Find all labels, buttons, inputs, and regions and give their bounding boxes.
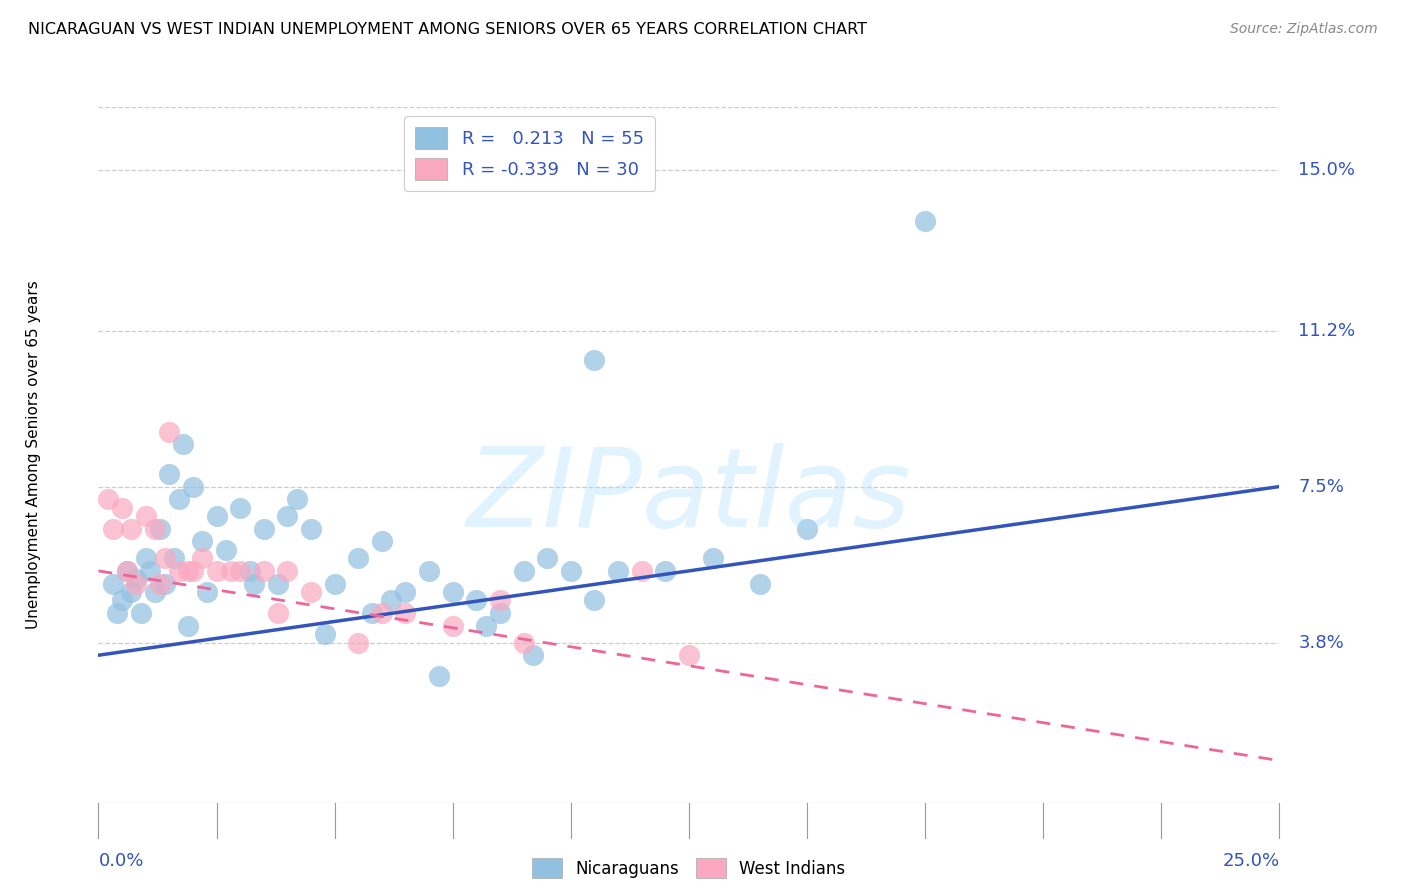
Point — [181, 564, 204, 578]
Text: 3.8%: 3.8% — [1298, 633, 1344, 651]
Text: 15.0%: 15.0% — [1298, 161, 1355, 179]
Point — [205, 564, 228, 578]
Point — [153, 551, 176, 566]
Point — [512, 635, 534, 649]
Point — [239, 564, 262, 578]
Point — [583, 593, 606, 607]
Point — [285, 492, 308, 507]
Point — [215, 542, 238, 557]
Point — [560, 564, 582, 578]
Point — [267, 606, 290, 620]
Point — [139, 564, 162, 578]
Point — [115, 564, 138, 578]
Point — [380, 593, 402, 607]
Point — [314, 627, 336, 641]
Point — [135, 509, 157, 524]
Point — [191, 534, 214, 549]
Point — [129, 606, 152, 620]
Point — [167, 492, 190, 507]
Point — [149, 576, 172, 591]
Point — [191, 551, 214, 566]
Point — [607, 564, 630, 578]
Point — [394, 585, 416, 599]
Point — [512, 564, 534, 578]
Point — [253, 522, 276, 536]
Point — [125, 572, 148, 586]
Point — [149, 522, 172, 536]
Point — [157, 467, 180, 481]
Point — [371, 606, 394, 620]
Point — [441, 618, 464, 632]
Text: Source: ZipAtlas.com: Source: ZipAtlas.com — [1230, 22, 1378, 37]
Point — [253, 564, 276, 578]
Point — [914, 214, 936, 228]
Point — [427, 669, 450, 683]
Point — [157, 425, 180, 439]
Point — [748, 576, 770, 591]
Point — [111, 593, 134, 607]
Point — [181, 479, 204, 493]
Point — [475, 618, 498, 632]
Point — [441, 585, 464, 599]
Legend: Nicaraguans, West Indians: Nicaraguans, West Indians — [526, 851, 852, 885]
Text: NICARAGUAN VS WEST INDIAN UNEMPLOYMENT AMONG SENIORS OVER 65 YEARS CORRELATION C: NICARAGUAN VS WEST INDIAN UNEMPLOYMENT A… — [28, 22, 868, 37]
Point — [229, 564, 252, 578]
Point — [143, 585, 166, 599]
Point — [489, 606, 512, 620]
Text: ZIPatlas: ZIPatlas — [467, 443, 911, 550]
Point — [195, 585, 218, 599]
Text: Unemployment Among Seniors over 65 years: Unemployment Among Seniors over 65 years — [25, 281, 41, 629]
Point — [267, 576, 290, 591]
Point — [177, 564, 200, 578]
Point — [361, 606, 384, 620]
Point — [125, 576, 148, 591]
Point — [536, 551, 558, 566]
Point — [276, 509, 298, 524]
Point — [177, 618, 200, 632]
Point — [394, 606, 416, 620]
Text: 0.0%: 0.0% — [98, 852, 143, 870]
Point — [205, 509, 228, 524]
Point — [153, 576, 176, 591]
Point — [583, 353, 606, 368]
Point — [105, 606, 128, 620]
Point — [299, 585, 322, 599]
Text: 7.5%: 7.5% — [1298, 477, 1344, 496]
Point — [135, 551, 157, 566]
Text: 25.0%: 25.0% — [1222, 852, 1279, 870]
Point — [143, 522, 166, 536]
Point — [678, 648, 700, 663]
Point — [101, 576, 124, 591]
Point — [347, 635, 370, 649]
Point — [167, 564, 190, 578]
Point — [172, 437, 194, 451]
Point — [371, 534, 394, 549]
Point — [101, 522, 124, 536]
Point — [347, 551, 370, 566]
Point — [418, 564, 440, 578]
Point — [796, 522, 818, 536]
Point — [115, 564, 138, 578]
Point — [299, 522, 322, 536]
Point — [229, 500, 252, 515]
Text: 11.2%: 11.2% — [1298, 321, 1355, 340]
Point — [243, 576, 266, 591]
Point — [121, 585, 143, 599]
Point — [121, 522, 143, 536]
Point — [702, 551, 724, 566]
Point — [111, 500, 134, 515]
Point — [465, 593, 488, 607]
Point — [276, 564, 298, 578]
Point — [654, 564, 676, 578]
Point — [323, 576, 346, 591]
Point — [163, 551, 186, 566]
Point — [630, 564, 652, 578]
Point — [489, 593, 512, 607]
Point — [522, 648, 544, 663]
Point — [97, 492, 120, 507]
Point — [219, 564, 242, 578]
